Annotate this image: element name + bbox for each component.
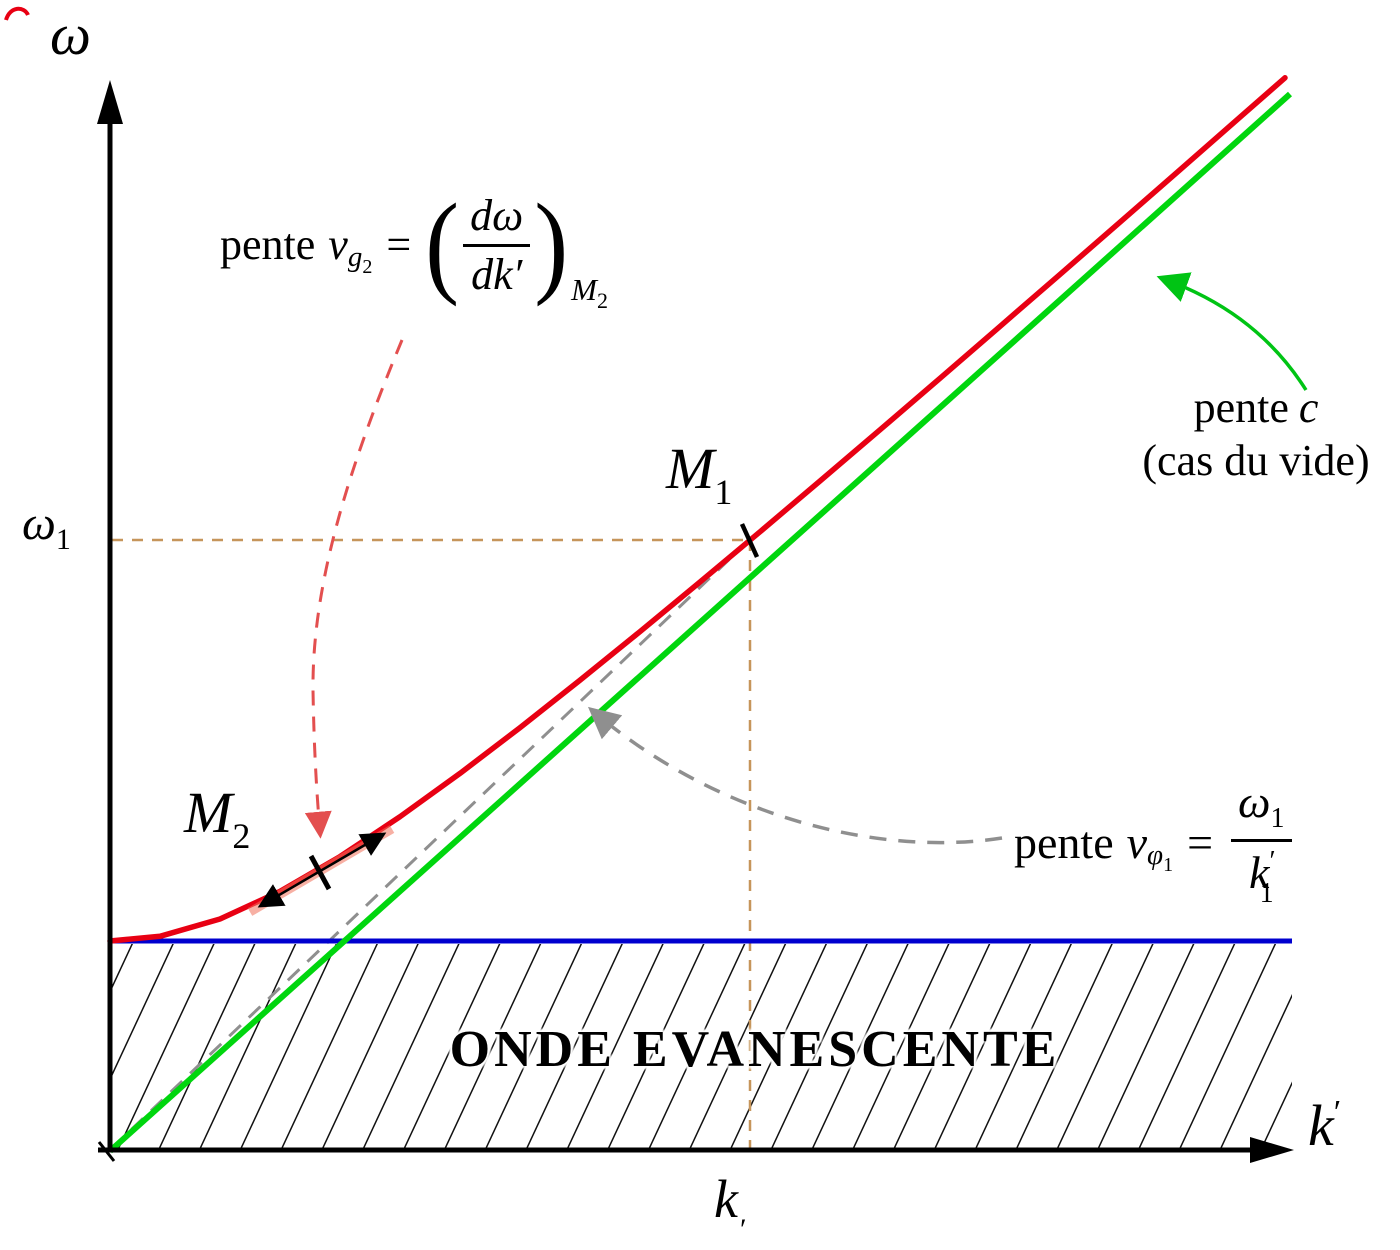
omega1-label: ω1 (22, 500, 71, 555)
M2-label: M2 (184, 784, 251, 856)
omega1-symbol: ω (22, 497, 56, 550)
x-axis-label: k′ (1308, 1096, 1341, 1155)
vg2-v-subsub-2: 2 (362, 256, 373, 278)
x-axis-arrowhead (1250, 1137, 1294, 1163)
vphi1-v-subscript: φ1 (1147, 839, 1174, 876)
vg2-equals: = (386, 220, 412, 269)
vg2-fraction-numerator: dω (463, 193, 531, 247)
vg2-left-paren: ( (425, 181, 460, 308)
pente-c-word: pente (1193, 383, 1289, 432)
vphi1-annotation: pente v φ1 = ω1 k′1 (1014, 778, 1296, 907)
evanescent-region-label: ONDE EVANESCENTE (449, 1021, 1061, 1078)
k-prime: ′ (1333, 1094, 1342, 1131)
vg2-annotation: pente v g2 = ( dω dk′ ) M2 (220, 170, 608, 320)
vg2-outer-subscript: M2 (571, 274, 608, 312)
k1-symbol: k (714, 1169, 738, 1229)
vphi1-den-prime: ′ (1269, 845, 1276, 877)
M1-label: M1 (666, 440, 733, 512)
vphi1-den-sub: 1 (1259, 877, 1274, 909)
vg2-outer-2: 2 (597, 288, 608, 313)
vphi1-v-symbol: v (1126, 817, 1148, 868)
k1-prime: ′ (739, 1213, 747, 1246)
vphi1-v-subsub-1: 1 (1163, 854, 1174, 876)
vg2-pente-word: pente (220, 220, 316, 269)
pente-c-symbol: c (1298, 383, 1319, 432)
vg2-v-sub-g: g (347, 241, 363, 273)
vphi1-fraction: ω1 k′1 (1231, 775, 1292, 908)
M1-subscript: 1 (714, 472, 733, 512)
M2-symbol: M (184, 780, 233, 845)
M2-subscript: 2 (232, 816, 251, 856)
M1-symbol: M (666, 436, 715, 501)
vg2-v-subscript: g2 (347, 241, 373, 278)
vphi1-equals: = (1187, 817, 1214, 868)
vg2-fraction: dω dk′ (463, 193, 531, 299)
pente-c-arrow (1156, 272, 1308, 391)
y-axis-label: ω (50, 2, 91, 67)
tangent-double-arrow (257, 832, 387, 908)
evanescent-region-hatch (112, 944, 1292, 1148)
M1-tick (739, 523, 760, 558)
vphi1-v-sub-phi: φ (1147, 839, 1164, 871)
vg2-right-paren: ) (534, 181, 569, 308)
pente-c-line1: pente c (1110, 382, 1400, 435)
vphi1-den-k: k (1249, 846, 1270, 898)
M2-tick (308, 854, 332, 891)
corner-red-fragment (4, 6, 30, 21)
phase-velocity-line (110, 530, 760, 1150)
vphi1-arrow (587, 706, 1003, 845)
vphi1-num-omega: ω (1238, 775, 1271, 827)
k1-label: k′1 (714, 1172, 756, 1250)
vg2-arrow (304, 339, 404, 839)
vg2-fraction-denominator: dk′ (471, 249, 523, 299)
vphi1-num-sub: 1 (1270, 802, 1285, 834)
vphi1-fraction-denominator: k′1 (1231, 842, 1291, 908)
pente-c-annotation: pente c (cas du vide) (1110, 382, 1400, 488)
vg2-outer-M: M (571, 272, 597, 307)
vg2-v-symbol: v (328, 220, 348, 269)
y-axis-arrowhead (97, 80, 123, 124)
omega1-subscript: 1 (55, 523, 71, 556)
vphi1-pente-word: pente (1014, 817, 1114, 868)
k-symbol: k (1308, 1093, 1334, 1158)
pente-c-line2: (cas du vide) (1142, 435, 1370, 485)
k1-subscript: 1 (740, 1243, 756, 1250)
vphi1-fraction-numerator: ω1 (1231, 775, 1292, 842)
vacuum-light-line (107, 91, 1293, 1154)
